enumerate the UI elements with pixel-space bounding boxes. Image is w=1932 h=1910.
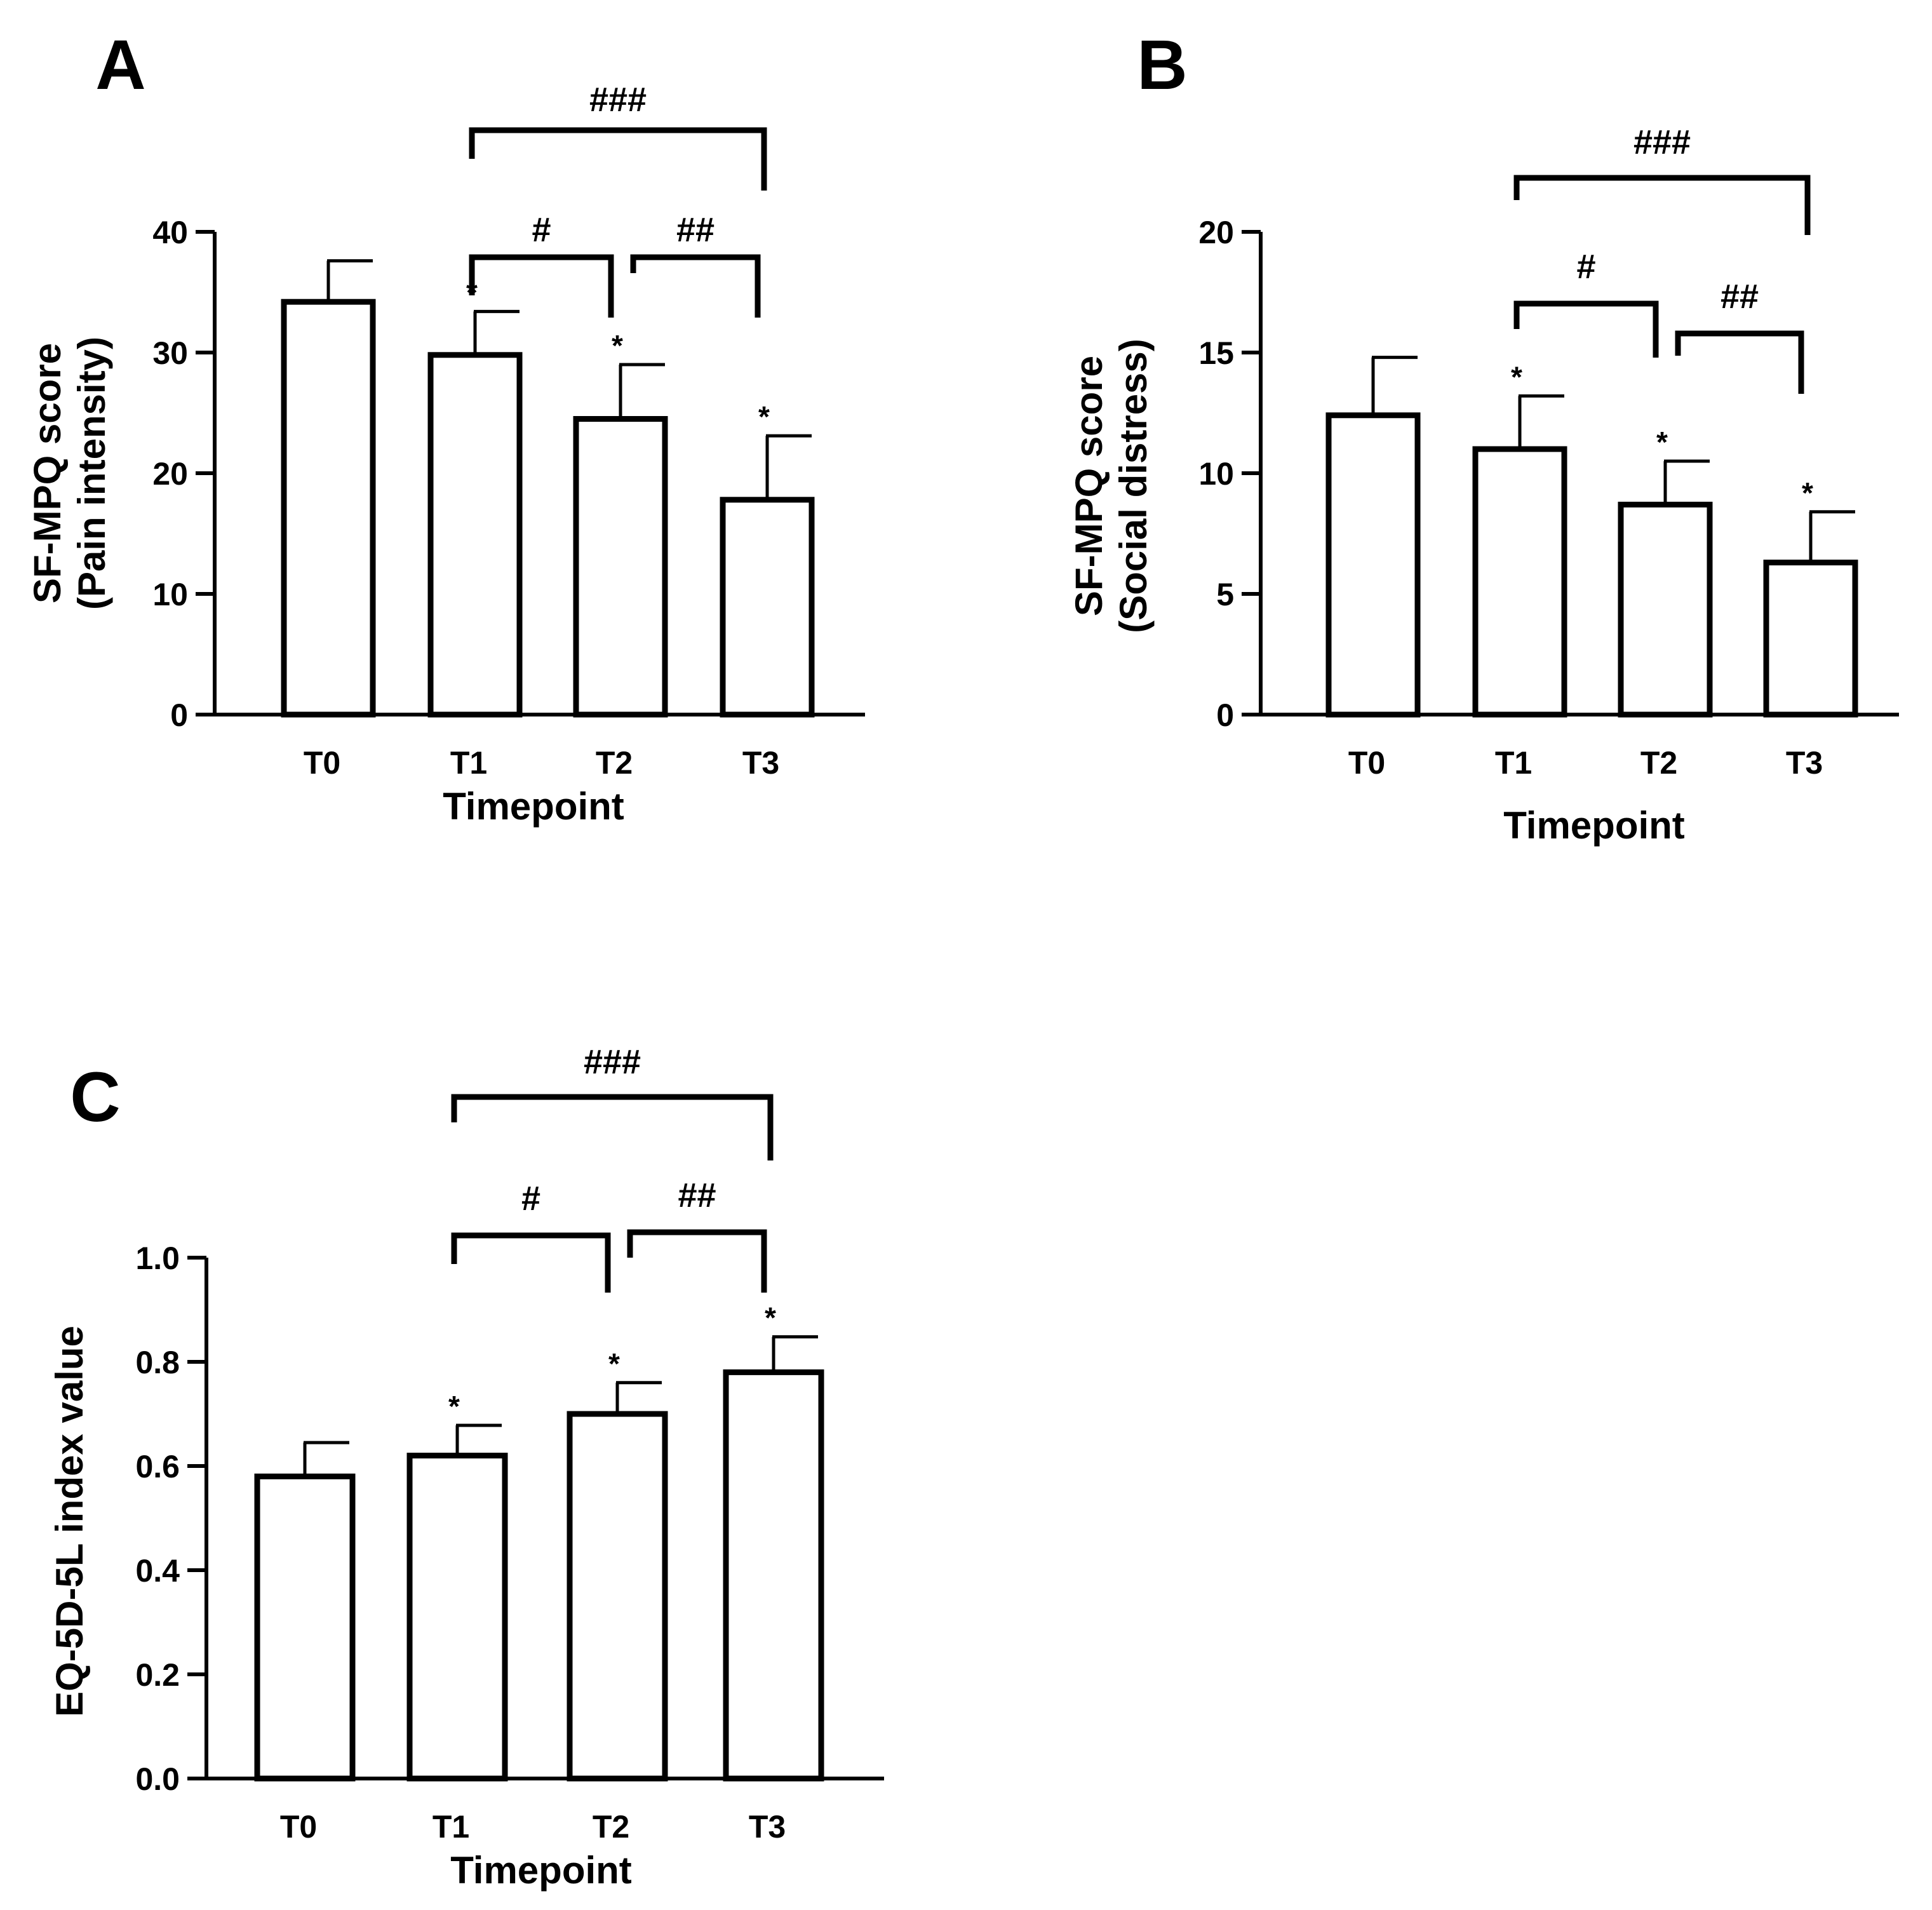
panel-a-chart: A 0 10 20 30 40 SF-MPQ score (Pain intensity) T0…	[26, 26, 865, 828]
panel-c-chart: C 0.0 0.2 0.4 0.6 0.8 1.0 EQ-5D-5L index value T…	[48, 1043, 884, 1892]
significance-bracket	[1513, 300, 1659, 358]
x-tick-label: T3	[1786, 745, 1823, 781]
y-tick-label: 0.2	[135, 1657, 180, 1693]
x-axis-title: Timepoint	[450, 1849, 632, 1892]
bar-T3	[723, 1369, 824, 1782]
y-tick-label: 0.4	[135, 1553, 180, 1589]
y-axis-title: (Social distress)	[1112, 339, 1155, 633]
bar-T0	[281, 299, 376, 718]
bar-T0	[254, 1473, 356, 1782]
y-axis-title: SF-MPQ score	[26, 343, 69, 603]
panel-b-letter: B	[1137, 26, 1187, 104]
bracket-label: ##	[678, 1176, 716, 1214]
x-tick-label: T3	[749, 1809, 786, 1845]
significance-star: *	[1511, 360, 1522, 393]
x-tick-label: T1	[450, 745, 487, 781]
y-axis-title: EQ-5D-5L index value	[48, 1326, 91, 1717]
x-axis-title: Timepoint	[1503, 804, 1685, 847]
significance-star: *	[765, 1301, 776, 1335]
significance-bracket	[1675, 330, 1804, 394]
panel-a-letter: A	[95, 26, 145, 104]
significance-bracket	[451, 1094, 774, 1160]
bar-T2	[573, 416, 668, 718]
bar-T2	[567, 1411, 668, 1782]
y-tick-label: 20	[1198, 215, 1234, 250]
x-tick-label: T0	[1348, 745, 1385, 781]
y-tick-label: 0	[170, 697, 188, 733]
y-tick-label: 1.0	[135, 1241, 180, 1276]
bracket-label: ###	[589, 81, 647, 119]
significance-bracket	[469, 254, 614, 318]
x-tick-label: T0	[280, 1809, 317, 1845]
x-axis-title: Timepoint	[443, 785, 624, 828]
significance-bracket	[451, 1232, 611, 1293]
y-tick-label: 0	[1216, 697, 1234, 733]
bracket-label: ###	[584, 1043, 641, 1081]
x-tick-label: T3	[742, 745, 779, 781]
x-tick-label: T2	[1640, 745, 1677, 781]
y-tick-label: 0.6	[135, 1449, 180, 1484]
significance-star: *	[758, 400, 770, 433]
bracket-label: ##	[676, 211, 714, 249]
bar-T3	[720, 497, 815, 718]
y-tick-label: 20	[152, 456, 188, 492]
y-tick-label: 0.0	[135, 1761, 180, 1797]
bracket-label: #	[1576, 248, 1595, 286]
significance-star: *	[1656, 426, 1668, 459]
bar-T2	[1618, 501, 1713, 718]
bracket-label: ###	[1633, 123, 1691, 161]
y-tick-label: 15	[1198, 335, 1234, 371]
significance-bracket	[627, 1229, 767, 1293]
y-tick-label: 30	[152, 335, 188, 371]
bar-T1	[406, 1453, 508, 1782]
panel-b-chart: B 0 5 10 15 20 SF-MPQ score (Social distress) T0…	[1068, 26, 1899, 847]
y-axis-title: SF-MPQ score	[1068, 356, 1110, 616]
bar-T1	[427, 352, 523, 718]
y-tick-label: 0.8	[135, 1345, 180, 1380]
x-tick-label: T0	[304, 745, 340, 781]
panel-c-letter: C	[70, 1058, 120, 1136]
significance-bracket	[630, 254, 761, 318]
y-tick-label: 5	[1216, 577, 1234, 612]
bracket-label: #	[521, 1180, 540, 1218]
x-tick-label: T1	[433, 1809, 469, 1845]
significance-star: *	[608, 1347, 620, 1380]
significance-star: *	[612, 329, 623, 362]
x-tick-label: T2	[596, 745, 633, 781]
significance-bracket	[469, 127, 767, 191]
significance-bracket	[1513, 175, 1811, 235]
y-tick-label: 10	[152, 577, 188, 612]
x-tick-label: T1	[1495, 745, 1532, 781]
x-tick-label: T2	[593, 1809, 629, 1845]
bar-T0	[1325, 412, 1421, 718]
bracket-label: ##	[1721, 278, 1759, 316]
bar-T1	[1472, 446, 1567, 718]
significance-star: *	[448, 1390, 460, 1423]
y-tick-label: 40	[152, 215, 188, 250]
bracket-label: #	[532, 211, 551, 249]
y-tick-label: 10	[1198, 456, 1234, 492]
y-axis-title: (Pain intensity)	[70, 337, 113, 610]
bar-T3	[1763, 560, 1858, 718]
significance-star: *	[1802, 476, 1813, 509]
